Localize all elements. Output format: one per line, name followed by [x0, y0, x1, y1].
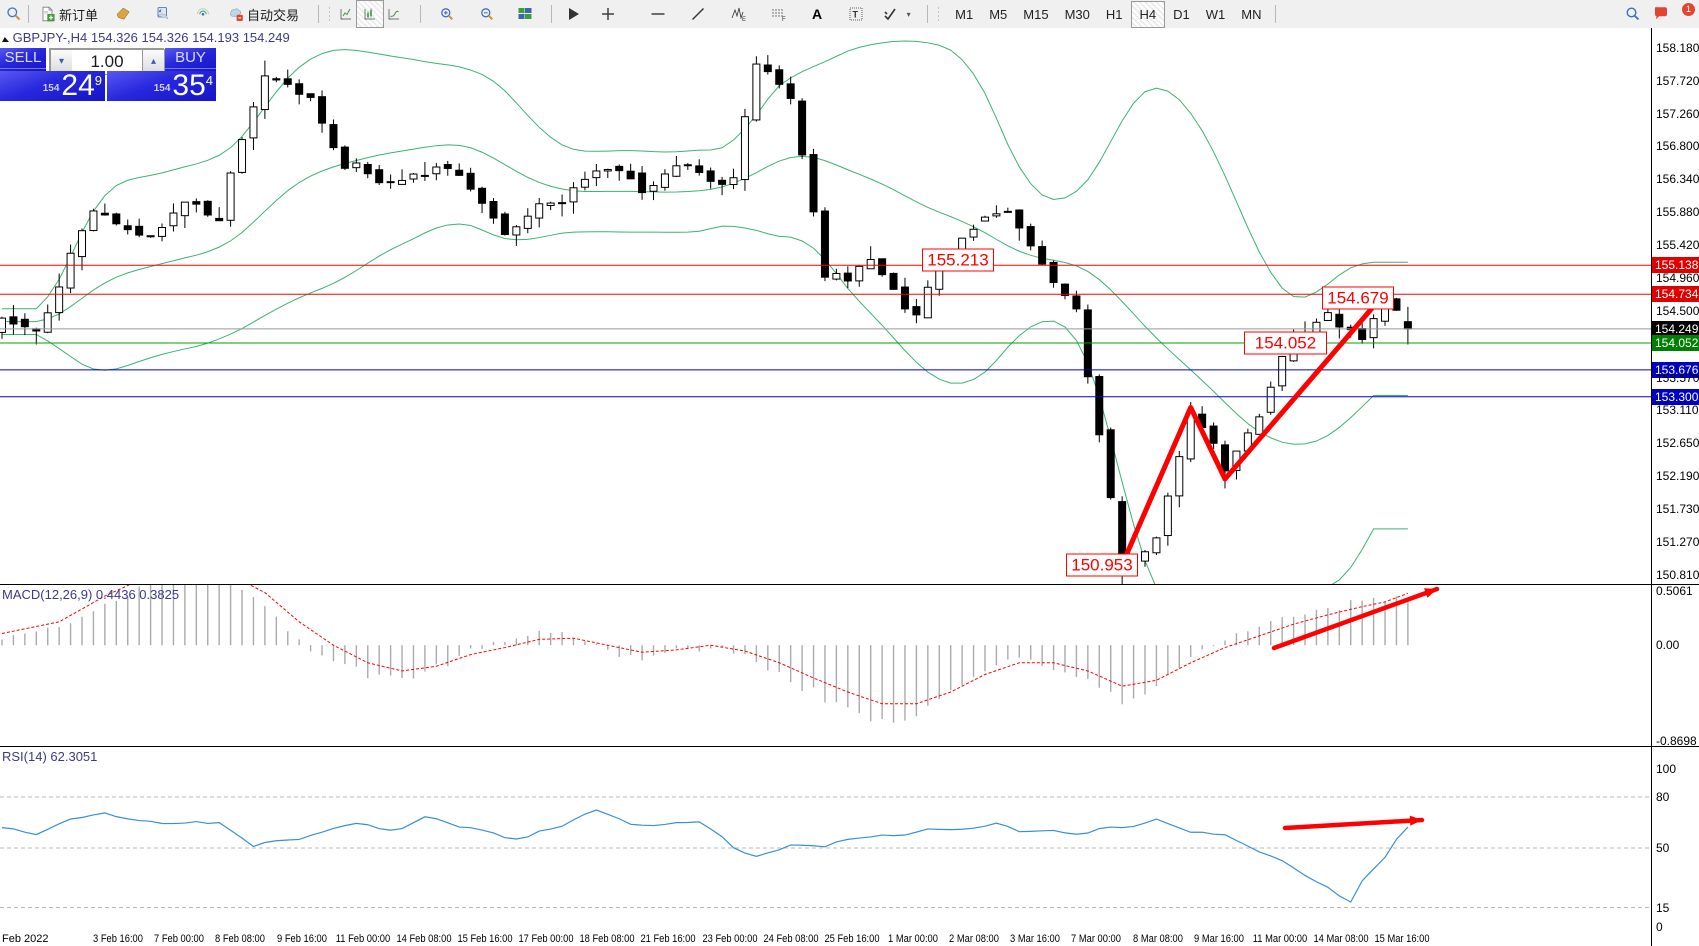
svg-text:E: E	[742, 17, 746, 22]
svg-text:T: T	[853, 10, 859, 20]
svg-text:F: F	[782, 17, 786, 22]
